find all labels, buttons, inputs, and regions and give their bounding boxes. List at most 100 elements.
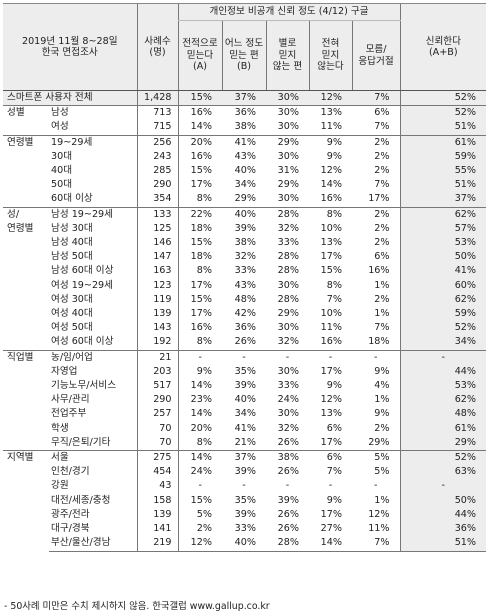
table-row: 무직/은퇴/기타 70 8% 21% 26% 17% 29% 29% <box>3 435 487 451</box>
value-cell: 13% <box>320 408 342 420</box>
value-cell: 6% <box>352 105 401 121</box>
sample-size-cell: 290 <box>136 178 178 193</box>
value-cell: 30% <box>277 408 299 420</box>
value-cell: 29% <box>277 179 299 191</box>
trust-total-cell: - <box>399 479 487 494</box>
row-label: 여성 50대 <box>51 322 93 334</box>
table-row: 남성 30대 125 18% 39% 32% 10% 2% 57% <box>3 221 487 237</box>
value-cell: 6% <box>326 422 342 434</box>
value-cell: 17% <box>177 278 222 293</box>
sample-size-cell: 119 <box>136 292 178 308</box>
value-cell: 9% <box>326 150 342 162</box>
value-cell: 8% <box>326 279 342 291</box>
sample-size-header: 사례수 (명) <box>136 3 178 91</box>
row-label: 40대 <box>51 165 73 177</box>
sample-size-cell: 454 <box>136 465 178 480</box>
sample-size-cell: 139 <box>136 307 178 322</box>
total-row: 스마트폰 사용자 전체 1,428 15% 37% 30% 12% 7% 52% <box>3 90 487 106</box>
value-cell: 2% <box>374 222 390 234</box>
row-label: 남성 50대 <box>51 251 93 263</box>
value-cell: 41% <box>222 134 266 150</box>
value-cell: 12% <box>368 508 390 520</box>
trust-group-header: 개인정보 비공개 신뢰 정도 (4/12) 구글 <box>177 3 401 21</box>
table-row: 여성 19~29세 123 17% 43% 30% 8% 1% 60% <box>3 278 487 293</box>
trust-total-cell: 52% <box>399 450 487 466</box>
row-label: 스마트폰 사용자 전체 <box>3 90 137 106</box>
value-cell: - <box>242 480 246 492</box>
answer-column-header: 모름/ 응답거절 <box>351 20 401 91</box>
value-cell: 34% <box>234 179 256 191</box>
value-cell: 39% <box>234 466 256 478</box>
trust-total-cell: 55% <box>399 164 487 179</box>
table-row: 연령별 19~29세 256 20% 41% 29% 9% 2% 61% <box>3 134 487 208</box>
value-cell: 15% <box>177 236 222 251</box>
row-label: 전업주부 <box>51 408 87 420</box>
value-cell: 16% <box>320 336 342 348</box>
category-label: 성별 <box>3 105 49 136</box>
value-cell: 8% <box>177 192 222 208</box>
survey-method: 한국 면접조사 <box>41 47 98 58</box>
sample-size-cell: 123 <box>136 278 178 293</box>
value-cell: 7% <box>326 466 342 478</box>
table-row: 사무/관리 290 23% 40% 24% 12% 1% 62% <box>3 393 487 408</box>
trust-total-header: 신뢰한다 (A+B) <box>399 3 487 91</box>
value-cell: 1% <box>374 308 390 320</box>
sample-size-cell: 70 <box>136 435 178 451</box>
sample-size-cell: 125 <box>136 221 178 237</box>
row-label: 사무/관리 <box>51 394 90 406</box>
sample-size-cell: 713 <box>136 105 178 121</box>
row-label: 인천/경기 <box>51 466 90 478</box>
table-body: 스마트폰 사용자 전체 1,428 15% 37% 30% 12% 7% 52% 성별 남성 713… <box>3 90 487 552</box>
row-label: 여성 60대 이상 <box>51 336 114 348</box>
value-cell: 14% <box>309 536 352 552</box>
category-label: 직업별 <box>3 349 49 451</box>
sample-size-cell: 290 <box>136 393 178 408</box>
value-cell: 30% <box>277 150 299 162</box>
sample-size-cell: 143 <box>136 321 178 336</box>
value-cell: 15% <box>320 265 342 277</box>
value-cell: 33% <box>234 265 256 277</box>
value-cell: 33% <box>277 380 299 392</box>
value-cell: 7% <box>374 179 390 191</box>
row-label: 남성 19~29세 <box>49 206 137 222</box>
trust-total-cell: - <box>399 349 487 365</box>
value-cell: 16% <box>320 193 342 205</box>
value-cell: 9% <box>326 494 342 506</box>
value-cell: 30% <box>266 105 309 121</box>
value-cell: 9% <box>177 364 222 380</box>
value-cell: 16% <box>177 105 222 121</box>
value-cell: 5% <box>177 507 222 523</box>
sample-size-cell: 158 <box>136 493 178 508</box>
table-row: 여성 60대 이상 192 8% 26% 32% 16% 18% 34% <box>3 335 487 351</box>
value-cell: 40% <box>222 536 266 552</box>
value-cell: - <box>285 480 290 492</box>
sample-size-cell: 43 <box>136 479 178 494</box>
trust-total-cell: 48% <box>399 407 487 422</box>
value-cell: 7% <box>374 322 390 334</box>
value-cell: 37% <box>222 90 266 106</box>
row-label: 남성 <box>49 105 137 121</box>
trust-total-cell: 37% <box>399 192 487 208</box>
table-row: 대구/경북 141 2% 33% 26% 27% 11% 36% <box>3 522 487 537</box>
value-cell: 2% <box>374 150 390 162</box>
value-cell: 40% <box>222 206 266 222</box>
value-cell: 11% <box>320 322 342 334</box>
value-cell: 17% <box>320 436 342 448</box>
value-cell: 26% <box>277 523 299 535</box>
value-cell: 28% <box>277 293 299 305</box>
value-cell: 28% <box>266 536 309 552</box>
value-cell: 28% <box>266 206 309 222</box>
trust-total-cell: 50% <box>399 493 487 508</box>
value-cell: 17% <box>177 307 222 322</box>
value-cell: 17% <box>368 193 390 205</box>
value-cell: 29% <box>234 193 256 205</box>
answer-column-header: 어느 정도 믿는 편 (B) <box>221 20 266 91</box>
row-label: 무직/은퇴/기타 <box>51 436 111 448</box>
table-row: 남성 50대 147 18% 32% 28% 17% 6% 50% <box>3 250 487 265</box>
sample-size-cell: 243 <box>136 149 178 165</box>
sample-size-cell: 1,428 <box>136 90 178 106</box>
value-cell: 17% <box>320 508 342 520</box>
row-label: 농/임/어업 <box>49 349 137 365</box>
value-cell: 38% <box>234 121 256 133</box>
table-row: 전업주부 257 14% 34% 30% 13% 9% 48% <box>3 407 487 422</box>
